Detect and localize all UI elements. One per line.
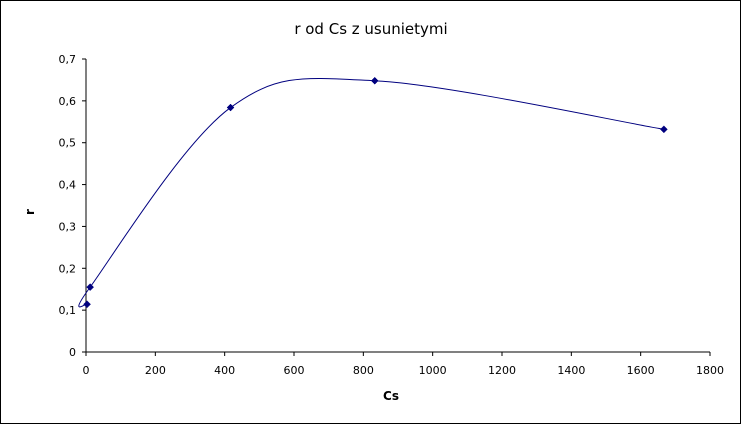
x-axis-title: Cs bbox=[383, 389, 399, 403]
x-tick-label: 400 bbox=[214, 364, 235, 377]
x-tick-label: 1800 bbox=[696, 364, 724, 377]
data-point-marker bbox=[370, 76, 379, 85]
data-point-marker bbox=[83, 300, 91, 309]
x-tick-label: 1000 bbox=[419, 364, 447, 377]
x-tick-label: 0 bbox=[83, 364, 90, 377]
data-point-marker bbox=[226, 103, 235, 112]
x-tick-label: 800 bbox=[353, 364, 374, 377]
y-tick-label: 0,4 bbox=[59, 179, 77, 192]
x-axis-labels: 0 200 400 600 800 1000 1200 1400 1600 1800 bbox=[83, 364, 725, 377]
series-line bbox=[78, 77, 664, 308]
y-axis-labels: 0 0,1 0,2 0,3 0,4 0,5 0,6 0,7 bbox=[59, 53, 77, 359]
x-tick-label: 200 bbox=[145, 364, 166, 377]
y-tick-label: 0,1 bbox=[59, 304, 77, 317]
y-tick-label: 0 bbox=[69, 346, 76, 359]
x-tick-label: 600 bbox=[284, 364, 305, 377]
y-tick-label: 0,7 bbox=[59, 53, 77, 66]
x-tick-label: 1400 bbox=[557, 364, 585, 377]
chart-title: r od Cs z usunietymi bbox=[294, 20, 447, 38]
data-point-marker bbox=[86, 283, 95, 291]
x-tick-label: 1200 bbox=[488, 364, 516, 377]
y-tick-label: 0,6 bbox=[59, 95, 77, 108]
data-markers bbox=[83, 76, 668, 309]
y-tick-label: 0,5 bbox=[59, 137, 77, 150]
y-tick-label: 0,3 bbox=[59, 220, 77, 233]
data-point-marker bbox=[660, 125, 668, 134]
axes bbox=[82, 58, 711, 356]
y-axis-title: r bbox=[23, 209, 37, 215]
y-tick-label: 0,2 bbox=[59, 262, 77, 275]
x-tick-label: 1600 bbox=[627, 364, 655, 377]
